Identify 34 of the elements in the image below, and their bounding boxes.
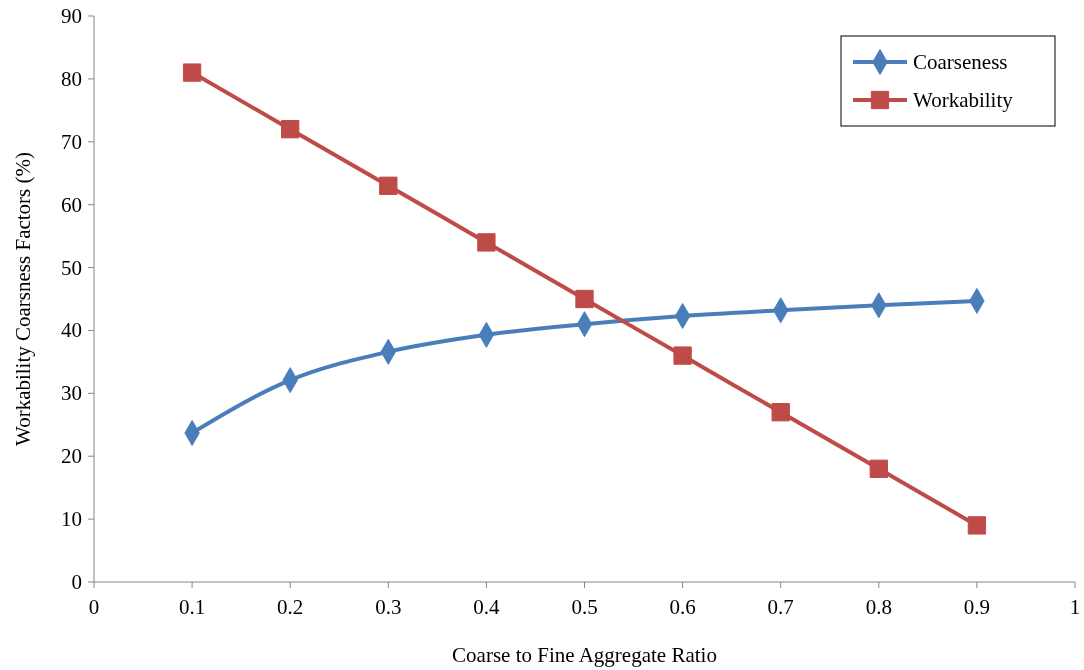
y-tick-label: 80	[61, 66, 82, 91]
x-axis-title: Coarse to Fine Aggregate Ratio	[452, 643, 717, 667]
y-tick-label: 90	[61, 4, 82, 28]
point	[869, 459, 888, 478]
x-tick-label: 0.9	[963, 595, 991, 619]
x-tick-label: 0.2	[277, 595, 304, 619]
y-tick-label: 10	[61, 507, 82, 532]
point	[477, 233, 496, 252]
point	[771, 403, 790, 422]
x-tick-label: 0.3	[375, 595, 402, 619]
x-tick-label: 0.8	[865, 595, 892, 619]
point	[967, 516, 987, 535]
y-tick-label: 70	[61, 129, 82, 154]
legend-label: Workability	[913, 88, 1014, 112]
y-tick-label: 0	[71, 570, 82, 594]
y-tick-label: 20	[61, 444, 82, 469]
y-tick-label: 50	[61, 255, 82, 280]
legend-label: Coarseness	[913, 50, 1008, 74]
x-tick-label: 0.6	[669, 595, 696, 619]
y-tick-label: 30	[61, 381, 82, 406]
x-tick-label: 0.5	[571, 595, 598, 619]
point	[673, 346, 692, 365]
point	[281, 120, 300, 139]
y-axis-title: Workability Coarsness Factors (%)	[11, 151, 35, 446]
y-tick-label: 40	[61, 318, 82, 343]
point	[182, 63, 202, 82]
point	[575, 289, 594, 309]
y-tick-label: 60	[61, 192, 82, 217]
x-tick-label: 0	[88, 595, 100, 619]
x-tick-label: 0.7	[767, 595, 794, 619]
x-tick-label: 0.4	[473, 595, 501, 619]
point	[379, 176, 398, 195]
x-tick-label: 1	[1069, 595, 1081, 619]
x-tick-label: 0.1	[178, 595, 206, 619]
